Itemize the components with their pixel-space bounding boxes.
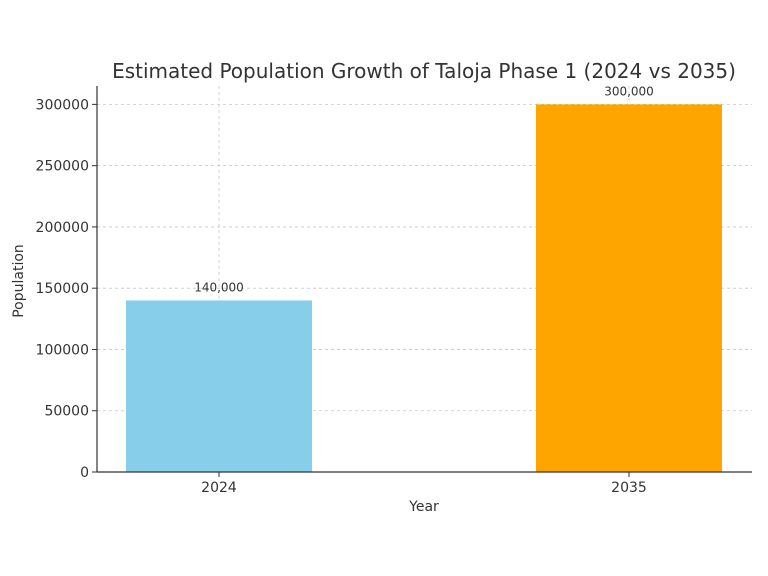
x-tick-label-2035: 2035 xyxy=(611,480,647,496)
y-tick-label: 150000 xyxy=(36,281,89,297)
y-tick-label: 0 xyxy=(80,465,89,481)
axes-layer xyxy=(96,86,752,473)
y-tick-label: 50000 xyxy=(44,404,89,420)
y-axis-label: Population xyxy=(11,244,27,318)
chart-title: Estimated Population Growth of Taloja Ph… xyxy=(112,59,736,83)
bar-2024 xyxy=(126,300,312,472)
y-tick-label: 250000 xyxy=(36,159,89,175)
ticks-layer: 0 50000 100000 150000 200000 250000 300000 2024… xyxy=(36,97,647,496)
x-axis-label: Year xyxy=(408,499,439,515)
data-labels-layer: 140,000 300,000 xyxy=(194,84,654,294)
data-label-2035: 300,000 xyxy=(604,84,654,98)
y-tick-label: 100000 xyxy=(36,342,89,358)
x-tick-label-2024: 2024 xyxy=(201,480,237,496)
bars-layer xyxy=(126,104,722,472)
bar-2035 xyxy=(536,104,722,472)
y-tick-label: 200000 xyxy=(36,220,89,236)
y-tick-label: 300000 xyxy=(36,97,89,113)
data-label-2024: 140,000 xyxy=(194,280,244,294)
